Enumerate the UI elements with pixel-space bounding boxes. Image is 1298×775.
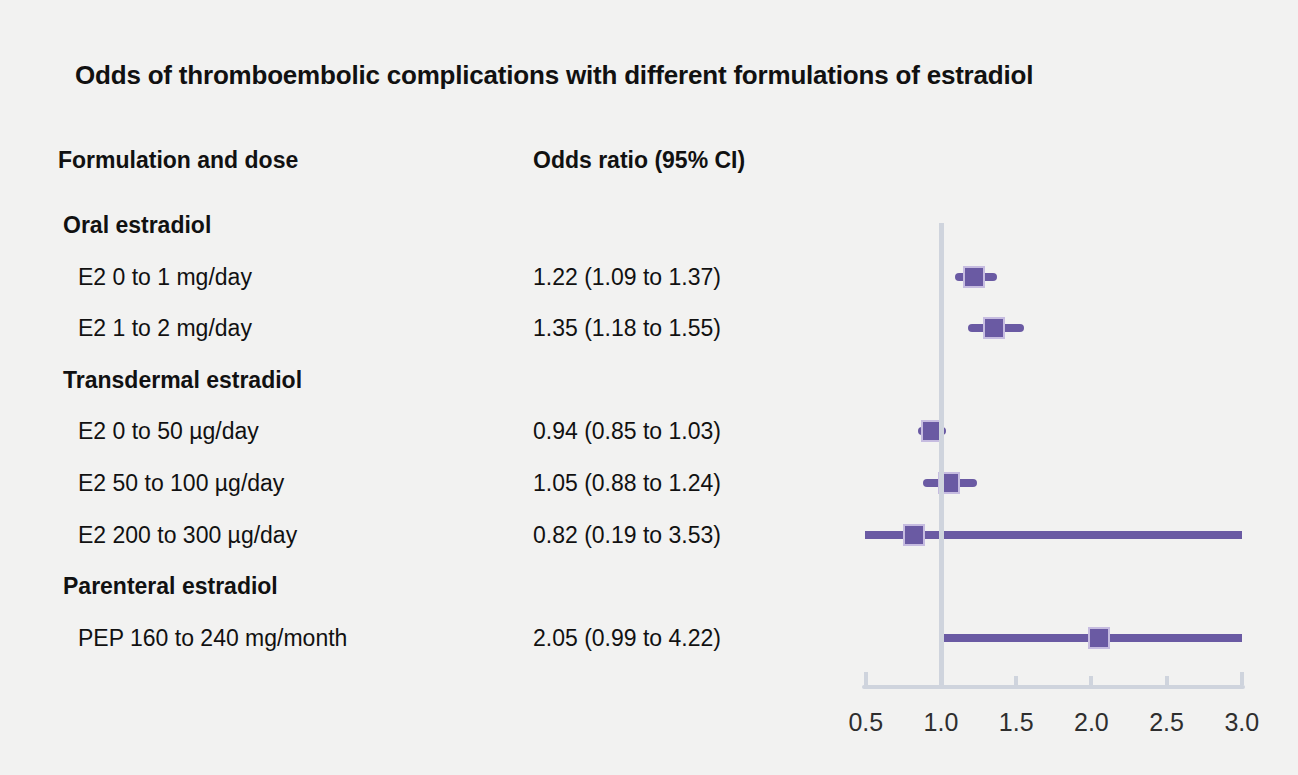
column-header-formulation: Formulation and dose: [58, 147, 298, 174]
x-axis-tick-label: 3.0: [1207, 708, 1277, 737]
x-axis-tick: [1014, 676, 1018, 685]
item-label: E2 200 to 300 µg/day: [78, 521, 297, 548]
item-label: PEP 160 to 240 mg/month: [78, 624, 347, 651]
item-odds-ratio-value: 1.22 (1.09 to 1.37): [533, 263, 721, 290]
point-estimate-marker: [903, 524, 925, 546]
item-odds-ratio-value: 0.94 (0.85 to 1.03): [533, 418, 721, 445]
x-axis-tick: [864, 672, 868, 685]
forest-plot-figure: Odds of thromboembolic complications wit…: [0, 0, 1298, 775]
x-axis-tick-label: 1.5: [981, 708, 1051, 737]
item-odds-ratio-value: 1.35 (1.18 to 1.55): [533, 315, 721, 342]
group-label: Oral estradiol: [63, 212, 211, 239]
x-axis-tick-label: 2.5: [1132, 708, 1202, 737]
x-axis-tick: [1089, 676, 1093, 685]
item-label: E2 0 to 1 mg/day: [78, 263, 252, 290]
x-axis-tick: [1165, 676, 1169, 685]
point-estimate-marker: [983, 317, 1005, 339]
item-odds-ratio-value: 2.05 (0.99 to 4.22): [533, 624, 721, 651]
x-axis-tick-label: 0.5: [831, 708, 901, 737]
item-odds-ratio-value: 0.82 (0.19 to 3.53): [533, 521, 721, 548]
x-axis-tick-label: 2.0: [1056, 708, 1126, 737]
x-axis-tick: [939, 676, 943, 685]
column-header-odds-ratio: Odds ratio (95% CI): [533, 147, 745, 174]
group-label: Parenteral estradiol: [63, 573, 278, 600]
chart-title: Odds of thromboembolic complications wit…: [75, 60, 1033, 91]
reference-line: [939, 223, 944, 689]
group-label: Transdermal estradiol: [63, 366, 302, 393]
point-estimate-marker: [1088, 627, 1110, 649]
x-axis-tick-label: 1.0: [906, 708, 976, 737]
item-label: E2 0 to 50 µg/day: [78, 418, 259, 445]
item-label: E2 50 to 100 µg/day: [78, 470, 284, 497]
x-axis-tick: [1240, 672, 1244, 685]
point-estimate-marker: [963, 266, 985, 288]
item-label: E2 1 to 2 mg/day: [78, 315, 252, 342]
x-axis-line: [862, 685, 1245, 689]
item-odds-ratio-value: 1.05 (0.88 to 1.24): [533, 470, 721, 497]
